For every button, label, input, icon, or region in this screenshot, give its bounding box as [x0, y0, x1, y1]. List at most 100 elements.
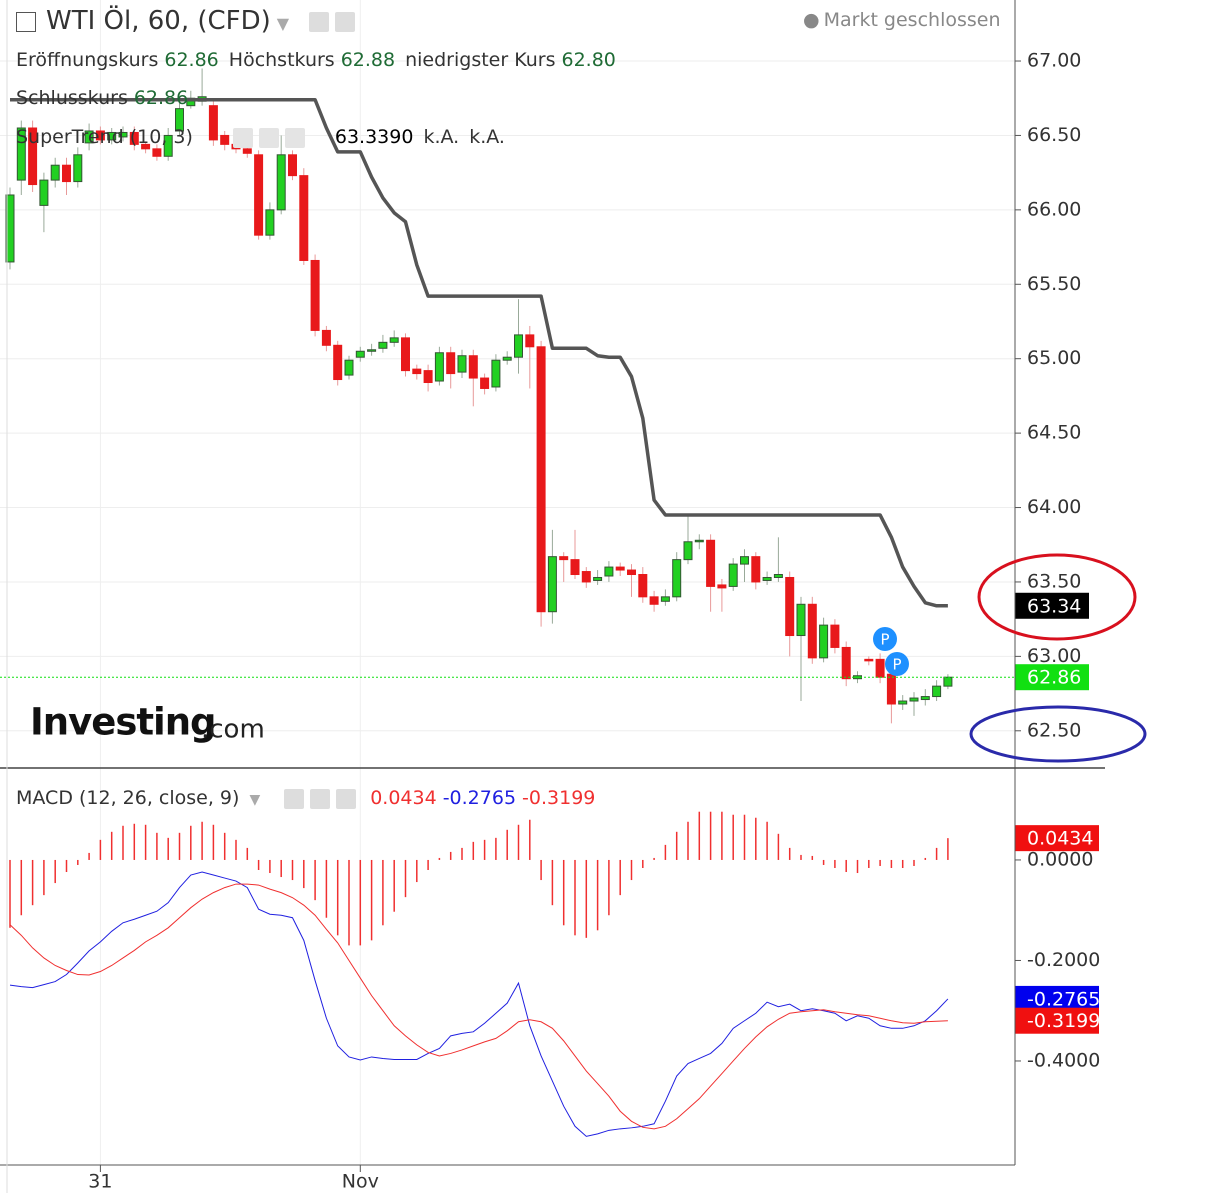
candle-body	[254, 154, 264, 236]
candle-body	[627, 569, 636, 576]
candle-body	[152, 148, 162, 157]
value-label-box	[1015, 985, 1099, 1012]
legend-value: -0.2765	[442, 787, 517, 809]
candle-body	[615, 566, 625, 571]
candle-body	[864, 658, 874, 662]
candle-body	[5, 194, 15, 263]
candle-body	[547, 556, 557, 613]
candle-body	[401, 337, 410, 372]
y-tick-label: -0.4000	[1027, 1049, 1100, 1071]
eye-icon[interactable]	[309, 11, 330, 32]
macd-line	[9, 871, 949, 1137]
candle-body	[593, 576, 603, 581]
value-label: -0.2765	[1027, 988, 1100, 1010]
value-label: 0.0434	[1027, 828, 1093, 850]
candle-body	[468, 355, 478, 379]
candle-body	[378, 341, 388, 349]
marker	[873, 627, 897, 651]
candle-body	[773, 574, 783, 578]
eye-icon[interactable]	[284, 788, 305, 809]
legend-label: niedrigster Kurs	[405, 49, 556, 71]
marker	[885, 652, 909, 676]
candle-body	[276, 154, 286, 211]
legend-value: 0.0434	[370, 787, 437, 809]
candle-body	[785, 576, 795, 637]
price-label-box	[1015, 664, 1089, 691]
candle-body	[129, 131, 139, 145]
candle-body	[886, 673, 896, 705]
y-tick-label: 65.50	[1027, 273, 1081, 295]
value-label: -0.3199	[1027, 1010, 1100, 1032]
candle-body	[559, 556, 569, 561]
y-tick-label: 63.00	[1027, 645, 1081, 667]
candle-body	[762, 576, 772, 581]
candle-body	[446, 352, 456, 375]
candle-body	[604, 566, 614, 577]
legend-label: MACD (12, 26, close, 9)	[16, 787, 240, 809]
candle-body	[728, 563, 738, 587]
candle-body	[932, 685, 942, 698]
close-icon[interactable]	[336, 788, 357, 809]
candle-body	[943, 676, 953, 687]
candle-body	[50, 164, 60, 181]
candle-body	[288, 154, 297, 177]
marker-label: P	[880, 631, 889, 649]
legend-value: 62.86	[164, 49, 219, 71]
candle-body	[423, 370, 433, 384]
candle-body	[638, 574, 648, 598]
candle-body	[491, 359, 501, 388]
eye-icon[interactable]	[232, 127, 253, 148]
y-tick-label: 65.00	[1027, 347, 1081, 369]
gear-icon[interactable]	[335, 11, 356, 32]
close-icon[interactable]	[284, 127, 305, 148]
dropdown-arrow[interactable]: ▼	[276, 14, 290, 33]
candle-body	[751, 556, 761, 583]
candle-body	[457, 355, 467, 373]
candle-body	[672, 559, 682, 598]
blue-annotation	[969, 705, 1147, 763]
candle-body	[412, 368, 422, 375]
value-label-box	[1015, 825, 1099, 852]
dropdown-arrow[interactable]: ▼	[249, 792, 261, 808]
candle-body	[660, 596, 670, 602]
gear-icon[interactable]	[310, 788, 331, 809]
x-tick-label: Nov	[342, 1171, 379, 1193]
legend-value: 62.80	[561, 49, 616, 71]
candle-body	[344, 359, 354, 376]
candle-body	[480, 377, 490, 389]
candle-body	[841, 646, 851, 680]
y-tick-label: 66.50	[1027, 124, 1081, 146]
candle-body	[141, 143, 151, 150]
ohlc-legend-close: Schlusskurs 62.86	[16, 86, 194, 110]
supertrend-legend: SuperTrend (10, 3) 63.3390 k.A. k.A.	[16, 125, 511, 149]
candle-body	[706, 539, 716, 587]
candle-body	[796, 603, 806, 637]
candle-body	[39, 179, 49, 206]
candle-body	[107, 131, 117, 141]
y-tick-label: 67.00	[1027, 50, 1081, 72]
candle-body	[220, 134, 230, 145]
y-tick-label: 62.50	[1027, 719, 1081, 741]
legend-value: k.A.	[469, 126, 505, 148]
candle-body	[920, 696, 930, 701]
collapse-icon[interactable]	[16, 11, 36, 32]
y-tick-label: 0.0000	[1027, 848, 1093, 870]
candle-body	[62, 164, 71, 183]
candle-body	[819, 624, 829, 659]
candle-body	[73, 154, 83, 183]
candle-body	[118, 131, 128, 138]
y-tick-label: 66.00	[1027, 198, 1081, 220]
candle-body	[310, 259, 320, 331]
price-label: 62.86	[1027, 667, 1081, 689]
candle-body	[649, 596, 659, 605]
candle-body	[16, 127, 26, 181]
legend-label: Eröffnungskurs	[16, 49, 159, 71]
price-label: 63.34	[1027, 595, 1081, 617]
candle-body	[389, 337, 399, 343]
gear-icon[interactable]	[258, 127, 279, 148]
candle-body	[367, 349, 377, 352]
candle-body	[502, 356, 512, 361]
marker-label: P	[892, 656, 901, 674]
candle-body	[28, 127, 38, 186]
